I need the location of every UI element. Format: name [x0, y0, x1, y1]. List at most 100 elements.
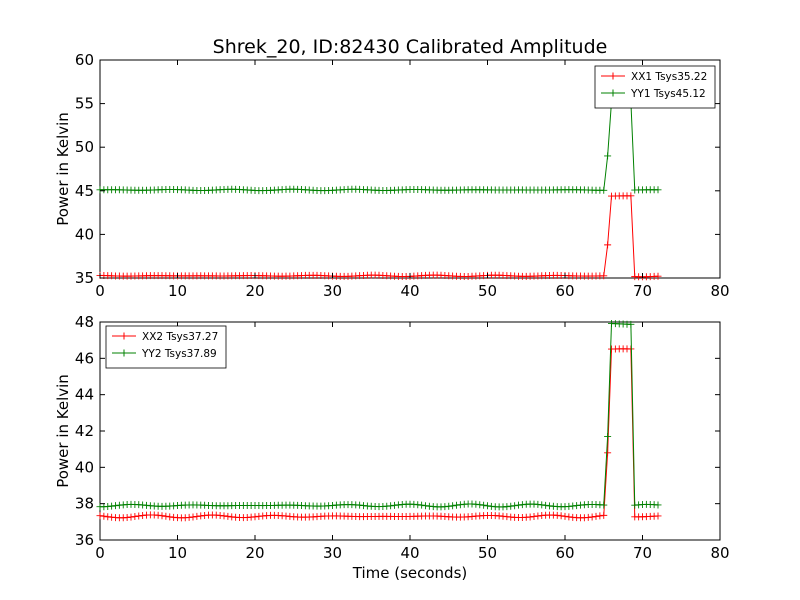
legend-marker: [120, 349, 128, 357]
data-point: [387, 502, 395, 510]
data-point: [584, 513, 592, 521]
series-xx1: [96, 192, 662, 281]
legend-box: [594, 65, 716, 109]
legend-label: XX2 Tsys37.27: [142, 331, 218, 343]
data-point: [654, 512, 662, 520]
x-tick-label: 30: [323, 282, 342, 300]
x-tick-label: 50: [478, 544, 497, 562]
data-point: [135, 512, 143, 520]
legend-label: XX1 Tsys35.22: [631, 71, 707, 83]
data-point: [391, 501, 398, 509]
y-tick-label: 35: [75, 269, 94, 287]
y-tick-label: 40: [75, 225, 94, 243]
x-tick-label: 80: [710, 282, 729, 300]
data-point: [515, 501, 522, 509]
data-point: [627, 320, 635, 328]
data-point: [627, 192, 635, 200]
data-point: [185, 513, 193, 521]
data-point: [166, 513, 174, 521]
x-tick-label: 60: [555, 544, 574, 562]
x-tick-label: 70: [633, 544, 652, 562]
y-tick-label: 55: [75, 95, 94, 113]
data-point: [112, 502, 119, 510]
data-point: [127, 513, 135, 521]
data-point: [418, 501, 426, 509]
y-tick-label: 45: [75, 182, 94, 200]
series-line: [99, 348, 659, 519]
data-point: [604, 241, 612, 249]
x-tick-label: 40: [400, 544, 419, 562]
data-point: [96, 512, 104, 520]
data-point: [507, 502, 515, 510]
bottom-plot: 0 10 20 30 40 50 60 70 80 36 38 40 42 44 46 48 Power in…: [54, 313, 730, 582]
series-line: [99, 101, 659, 192]
data-point: [484, 502, 491, 510]
x-tick-label: 10: [168, 544, 187, 562]
x-tick-label: 70: [633, 282, 652, 300]
legend-label: YY1 Tsys45.12: [630, 88, 706, 100]
y-tick-label: 48: [75, 313, 94, 331]
data-point: [561, 512, 569, 520]
data-point: [154, 511, 162, 519]
data-point: [476, 501, 484, 509]
x-tick-label: 30: [323, 544, 342, 562]
data-point: [224, 512, 232, 520]
data-point: [557, 512, 565, 520]
legend-marker: [609, 89, 617, 97]
data-point: [414, 501, 422, 509]
data-point: [542, 501, 550, 509]
data-point: [592, 512, 600, 520]
data-point: [604, 432, 612, 440]
series-yy1: [96, 98, 662, 195]
x-tick-label: 20: [245, 282, 264, 300]
legend-marker: [609, 72, 617, 80]
y-tick-label: 60: [75, 51, 94, 69]
legend-label: YY2 Tsys37.89: [141, 348, 217, 360]
bottom-y-axis-label: Power in Kelvin: [54, 374, 72, 488]
y-tick-label: 44: [75, 386, 94, 404]
data-point: [600, 186, 608, 194]
series-yy2: [96, 319, 662, 511]
data-point: [162, 512, 170, 520]
x-tick-label: 40: [400, 282, 419, 300]
x-tick-label: 0: [95, 544, 105, 562]
bottom-legend: XX2 Tsys37.27 YY2 Tsys37.89: [105, 325, 227, 369]
data-point: [189, 513, 197, 521]
y-tick-label: 40: [75, 458, 94, 476]
data-point: [604, 449, 612, 457]
y-tick-label: 38: [75, 495, 94, 513]
data-point: [654, 186, 662, 194]
x-tick-label: 20: [245, 544, 264, 562]
top-legend: XX1 Tsys35.22 YY1 Tsys45.12: [594, 65, 716, 109]
chart-title: Shrek_20, ID:82430 Calibrated Amplitude: [213, 36, 608, 58]
legend-marker: [120, 332, 128, 340]
data-point: [449, 502, 457, 510]
x-tick-label: 60: [555, 282, 574, 300]
data-point: [596, 512, 604, 520]
data-point: [600, 501, 608, 509]
x-axis-label: Time (seconds): [352, 564, 468, 582]
data-point: [422, 502, 429, 510]
data-point: [600, 272, 608, 280]
x-tick-label: 10: [168, 282, 187, 300]
data-point: [511, 502, 519, 510]
data-point: [600, 511, 608, 519]
data-point: [588, 513, 596, 521]
data-point: [526, 513, 534, 521]
data-point: [654, 501, 662, 509]
x-tick-label: 0: [95, 282, 105, 300]
data-point: [197, 512, 205, 520]
data-point: [131, 513, 139, 521]
y-tick-label: 46: [75, 349, 94, 367]
data-point: [565, 513, 573, 521]
legend-box: [105, 325, 227, 369]
top-y-axis-label: Power in Kelvin: [54, 112, 72, 226]
y-tick-label: 36: [75, 531, 94, 549]
data-point: [193, 512, 201, 520]
data-point: [480, 501, 488, 509]
y-tick-label: 50: [75, 138, 94, 156]
x-tick-label: 50: [478, 282, 497, 300]
data-point: [604, 152, 612, 160]
data-point: [530, 512, 538, 520]
